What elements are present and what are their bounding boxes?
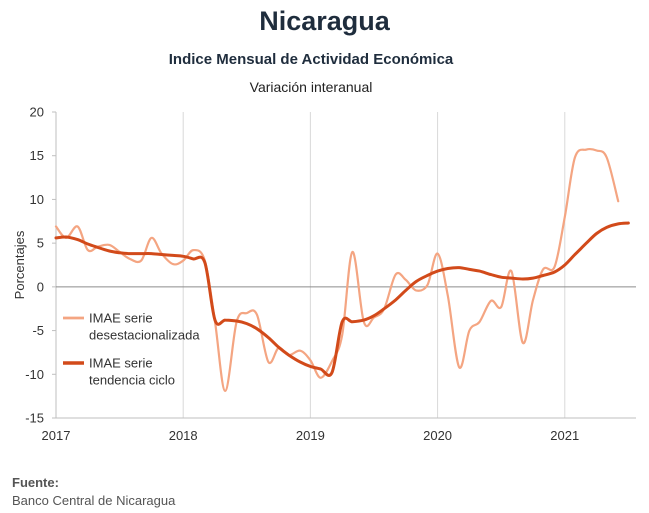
legend-label-line: tendencia ciclo bbox=[89, 373, 175, 388]
series-line-tendencia-ciclo bbox=[54, 221, 630, 377]
x-tick-label: 2021 bbox=[550, 428, 579, 443]
y-tick-label: 5 bbox=[37, 236, 44, 251]
legend-label: IMAE serie tendencia ciclo bbox=[89, 356, 175, 388]
y-tick-label: -10 bbox=[25, 367, 44, 382]
page-title: Nicaragua bbox=[259, 6, 390, 36]
x-tick-label: 2017 bbox=[42, 428, 71, 443]
y-tick-label: 20 bbox=[30, 105, 44, 120]
y-tick-label: 10 bbox=[30, 192, 44, 207]
y-tick-label: -5 bbox=[32, 323, 44, 338]
legend-label-line: IMAE serie bbox=[89, 356, 153, 371]
x-tick-label: 2018 bbox=[169, 428, 198, 443]
y-tick-label: 0 bbox=[37, 279, 44, 294]
x-tick-label: 2020 bbox=[423, 428, 452, 443]
y-axis-label: Porcentajes bbox=[12, 230, 27, 299]
source-label: Fuente: bbox=[12, 475, 59, 490]
y-tick-label: 15 bbox=[30, 148, 44, 163]
y-tick-label: -15 bbox=[25, 411, 44, 426]
legend-label-line: IMAE serie bbox=[89, 311, 153, 326]
legend-label: IMAE serie desestacionalizada bbox=[89, 311, 200, 343]
source-text: Banco Central de Nicaragua bbox=[12, 493, 176, 508]
chart-subtitle-secondary: Variación interanual bbox=[249, 79, 373, 95]
x-tick-label: 2019 bbox=[296, 428, 325, 443]
series-line-desestacionalizada bbox=[54, 147, 620, 392]
legend-label-line: desestacionalizada bbox=[89, 328, 200, 343]
chart-subtitle: Indice Mensual de Actividad Económica bbox=[168, 51, 454, 68]
line-chart: 2017 2018 2019 2020 2021 -15 -10 -5 0 5 10 15 20 Porc… bbox=[12, 105, 636, 443]
